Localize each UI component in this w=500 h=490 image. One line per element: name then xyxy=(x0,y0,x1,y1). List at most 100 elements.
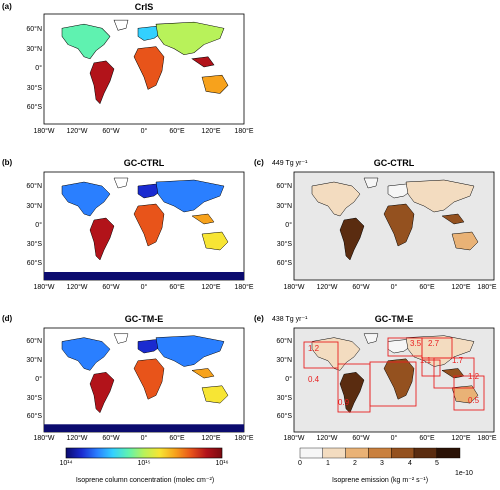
continent-greenland xyxy=(113,19,129,31)
lon-label: 180°E xyxy=(234,435,254,442)
lat-label: 30°S xyxy=(26,395,42,402)
lon-label: 0° xyxy=(140,435,148,442)
continent-seasia xyxy=(191,368,215,379)
region-factor: 1.2 xyxy=(468,372,480,381)
lon-label: 120°E xyxy=(201,128,221,135)
lon-label: 120°W xyxy=(316,435,338,442)
lon-label: 120°E xyxy=(201,435,221,442)
lon-label: 60°W xyxy=(102,435,120,442)
lat-label: 30°S xyxy=(26,85,42,92)
continent-seasia xyxy=(191,56,215,68)
continent-namerica xyxy=(61,337,111,371)
continent-greenland xyxy=(363,333,379,344)
colorbar-emission-label: Isoprene emission (kg m⁻² s⁻¹) xyxy=(331,477,429,484)
continent-europe xyxy=(137,339,163,354)
lat-label: 60°S xyxy=(276,413,292,420)
continent-australia xyxy=(201,385,229,404)
lon-label: 120°W xyxy=(316,284,338,291)
lon-label: 180°E xyxy=(234,284,254,291)
continent-namerica xyxy=(311,337,361,371)
continent-namerica xyxy=(311,181,361,217)
region-factor: 0.9 xyxy=(338,398,350,407)
panel-d-label: (d) xyxy=(2,314,13,323)
lat-label: 0° xyxy=(285,376,292,383)
continent-samerica xyxy=(89,372,115,414)
lat-label: 30°S xyxy=(276,395,292,402)
colorbar-tick: 10¹⁵ xyxy=(137,460,151,467)
region-box xyxy=(369,361,417,407)
lon-label: 180°W xyxy=(33,435,55,442)
panel-b-title: GC-CTRL xyxy=(123,158,165,168)
colorbar-column xyxy=(65,447,223,459)
colorbar-tick: 5 xyxy=(435,460,439,467)
continent-samerica xyxy=(89,217,115,261)
lon-label: 60°E xyxy=(169,128,185,135)
lat-label: 0° xyxy=(35,222,42,229)
continent-asia xyxy=(155,179,225,213)
continent-greenland xyxy=(363,177,379,189)
lat-label: 0° xyxy=(35,376,42,383)
lon-label: 180°W xyxy=(283,284,305,291)
continent-asia xyxy=(405,335,475,367)
continent-asia xyxy=(155,21,225,56)
map-panel-b xyxy=(43,171,245,281)
lat-label: 60°N xyxy=(26,183,42,190)
lon-label: 120°W xyxy=(66,284,88,291)
region-factor: 1.1 xyxy=(420,356,432,365)
region-box xyxy=(303,341,339,369)
continent-seasia xyxy=(441,213,465,225)
continent-samerica xyxy=(89,60,115,105)
lat-label: 30°N xyxy=(276,357,292,364)
continent-australia xyxy=(201,74,229,94)
continent-samerica xyxy=(339,217,365,261)
lon-label: 60°W xyxy=(102,284,120,291)
lon-label: 180°W xyxy=(283,435,305,442)
colorbar-tick: 0 xyxy=(298,460,302,467)
continent-greenland xyxy=(113,177,129,189)
continent-asia xyxy=(405,179,475,213)
continent-australia xyxy=(201,231,229,251)
lat-label: 0° xyxy=(35,65,42,72)
lat-label: 30°N xyxy=(26,357,42,364)
lat-label: 60°N xyxy=(26,338,42,345)
panel-c-total: 449 Tg yr⁻¹ xyxy=(272,160,308,167)
panel-c-title: GC-CTRL xyxy=(373,158,415,168)
continent-greenland xyxy=(113,333,129,344)
colorbar-tick: 3 xyxy=(380,460,384,467)
continent-australia xyxy=(451,385,479,404)
continent-africa xyxy=(133,203,165,247)
panel-e-title: GC-TM-E xyxy=(374,314,414,324)
lat-label: 30°S xyxy=(26,241,42,248)
lat-label: 30°S xyxy=(276,241,292,248)
lon-label: 0° xyxy=(390,435,398,442)
map-panel-e xyxy=(293,327,495,433)
continent-antarctica xyxy=(44,272,244,280)
colorbar-emission xyxy=(299,447,461,459)
lat-label: 30°N xyxy=(26,203,42,210)
panel-c-label: (c) xyxy=(254,158,264,167)
panel-a-label: (a) xyxy=(2,2,12,11)
continent-africa xyxy=(133,358,165,400)
continent-seasia xyxy=(191,213,215,225)
map-panel-d xyxy=(43,327,245,433)
continent-africa xyxy=(383,358,415,400)
region-factor: 1.7 xyxy=(452,356,464,365)
continent-namerica xyxy=(61,181,111,217)
lon-label: 60°E xyxy=(419,284,435,291)
continent-africa xyxy=(383,203,415,247)
continent-namerica xyxy=(61,23,111,60)
lon-label: 120°E xyxy=(201,284,221,291)
region-factor: 1.2 xyxy=(308,344,320,353)
lon-label: 120°W xyxy=(66,128,88,135)
colorbar-multiplier: 1e-10 xyxy=(455,470,473,477)
colorbar-tick: 2 xyxy=(353,460,357,467)
lat-label: 60°S xyxy=(26,260,42,267)
colorbar-column-label: Isoprene column concentration (molec cm⁻… xyxy=(75,477,215,484)
lat-label: 30°N xyxy=(276,203,292,210)
region-factor: 2.7 xyxy=(428,339,440,348)
lat-label: 60°S xyxy=(26,104,42,111)
map-panel-a xyxy=(43,13,245,125)
colorbar-tick: 1 xyxy=(326,460,330,467)
lon-label: 60°E xyxy=(169,435,185,442)
region-box xyxy=(453,375,485,411)
